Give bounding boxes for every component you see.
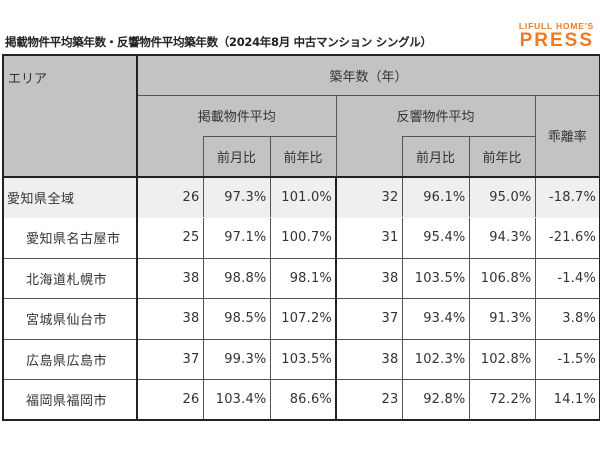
header-response-mom: 前月比 bbox=[401, 135, 470, 178]
response-yoy: 102.8% bbox=[468, 338, 536, 380]
table-row: 愛知県全域 26 97.3% 101.0% 32 96.1% 95.0% -18… bbox=[2, 176, 600, 218]
header-building-age: 築年数（年） bbox=[135, 54, 600, 96]
listing-mom: 97.3% bbox=[202, 176, 271, 218]
response-mom: 92.8% bbox=[401, 379, 470, 421]
response-avg: 38 bbox=[335, 257, 403, 299]
listing-mom: 98.8% bbox=[202, 257, 271, 299]
area-name: 福岡県福岡市 bbox=[2, 379, 138, 421]
listing-yoy: 98.1% bbox=[269, 257, 337, 299]
building-age-table: エリア 築年数（年） 掲載物件平均 反響物件平均 乖離率 前月比 前年比 前月比… bbox=[2, 54, 600, 421]
header-divergence: 乖離率 bbox=[534, 94, 600, 178]
listing-avg: 26 bbox=[136, 176, 204, 218]
response-mom: 103.5% bbox=[401, 257, 470, 299]
table-row: 福岡県福岡市 26 103.4% 86.6% 23 92.8% 72.2% 14… bbox=[2, 379, 600, 421]
area-name: 宮城県仙台市 bbox=[2, 298, 138, 340]
header-response-avg: 反響物件平均 bbox=[335, 94, 536, 136]
listing-yoy: 107.2% bbox=[269, 298, 337, 340]
listing-mom: 97.1% bbox=[202, 217, 271, 259]
area-name: 愛知県全域 bbox=[2, 176, 138, 218]
logo-line2: PRESS bbox=[519, 30, 594, 51]
table-row: 愛知県名古屋市 25 97.1% 100.7% 31 95.4% 94.3% -… bbox=[2, 217, 600, 259]
response-avg: 32 bbox=[335, 176, 403, 218]
header-response-yoy: 前年比 bbox=[468, 135, 536, 178]
response-yoy: 94.3% bbox=[468, 217, 536, 259]
response-mom: 96.1% bbox=[401, 176, 470, 218]
logo-line1: LIFULL HOME'S bbox=[518, 21, 594, 31]
response-yoy: 91.3% bbox=[468, 298, 536, 340]
listing-yoy: 101.0% bbox=[269, 176, 337, 218]
listing-avg: 37 bbox=[136, 338, 204, 380]
table-row: 宮城県仙台市 38 98.5% 107.2% 37 93.4% 91.3% 3.… bbox=[2, 298, 600, 340]
response-avg: 31 bbox=[335, 217, 403, 259]
header-response-blank bbox=[335, 136, 403, 178]
header-area: エリア bbox=[2, 54, 138, 178]
area-name: 北海道札幌市 bbox=[2, 257, 138, 299]
response-mom: 93.4% bbox=[401, 298, 470, 340]
listing-avg: 38 bbox=[136, 298, 204, 340]
listing-mom: 103.4% bbox=[202, 379, 271, 421]
listing-avg: 25 bbox=[136, 217, 204, 259]
response-yoy: 72.2% bbox=[468, 379, 536, 421]
listing-mom: 99.3% bbox=[202, 338, 271, 380]
response-avg: 37 bbox=[335, 298, 403, 340]
response-mom: 102.3% bbox=[401, 338, 470, 380]
divergence: -1.4% bbox=[534, 257, 600, 299]
listing-yoy: 100.7% bbox=[269, 217, 337, 259]
area-name: 広島県広島市 bbox=[2, 338, 138, 380]
listing-avg: 38 bbox=[136, 257, 204, 299]
area-name: 愛知県名古屋市 bbox=[2, 217, 138, 259]
table-row: 北海道札幌市 38 98.8% 98.1% 38 103.5% 106.8% -… bbox=[2, 257, 600, 299]
listing-mom: 98.5% bbox=[202, 298, 271, 340]
listing-avg: 26 bbox=[136, 379, 204, 421]
response-mom: 95.4% bbox=[401, 217, 470, 259]
listing-yoy: 86.6% bbox=[269, 379, 337, 421]
listing-yoy: 103.5% bbox=[269, 338, 337, 380]
lifull-homes-press-logo: LIFULL HOME'S PRESS bbox=[518, 21, 594, 51]
header-listing-avg: 掲載物件平均 bbox=[136, 94, 337, 136]
response-avg: 23 bbox=[335, 379, 403, 421]
divergence: -21.6% bbox=[534, 217, 600, 259]
response-avg: 38 bbox=[335, 338, 403, 380]
header-listing-mom: 前月比 bbox=[202, 135, 271, 178]
response-yoy: 106.8% bbox=[468, 257, 536, 299]
divergence: 3.8% bbox=[534, 298, 600, 340]
table-title: 掲載物件平均築年数・反響物件平均築年数（2024年8月 中古マンション シングル… bbox=[5, 35, 432, 49]
response-yoy: 95.0% bbox=[468, 176, 536, 218]
divergence: 14.1% bbox=[534, 379, 600, 421]
divergence: -18.7% bbox=[534, 176, 600, 218]
header-listing-blank bbox=[136, 136, 204, 178]
header-listing-yoy: 前年比 bbox=[269, 135, 337, 178]
table-row: 広島県広島市 37 99.3% 103.5% 38 102.3% 102.8% … bbox=[2, 338, 600, 380]
divergence: -1.5% bbox=[534, 338, 600, 380]
